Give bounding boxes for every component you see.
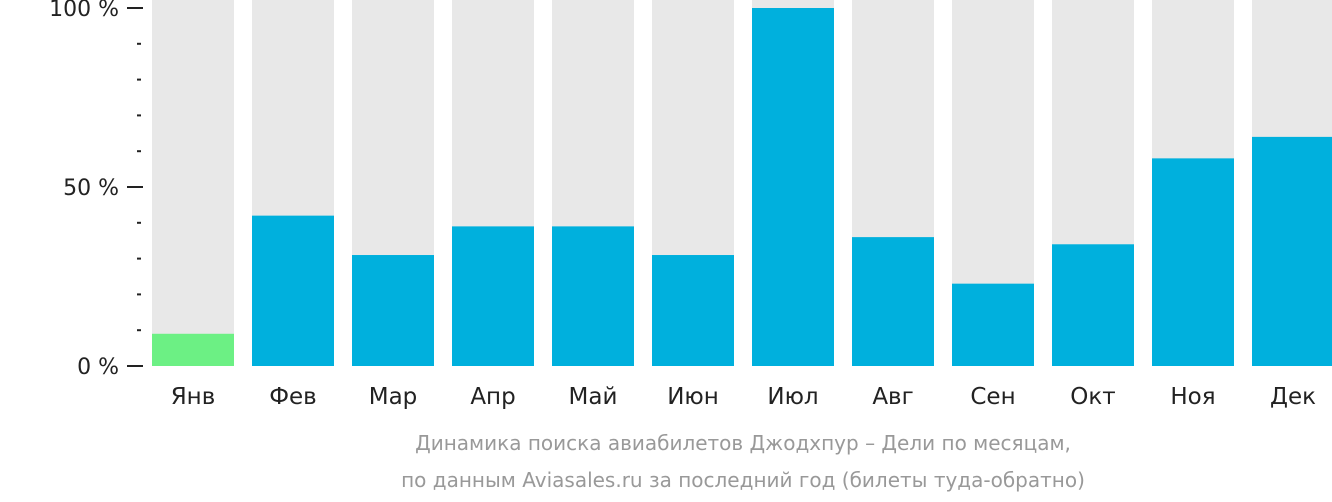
- x-category-label: Фев: [269, 384, 317, 410]
- bar-group: [652, 0, 734, 366]
- y-tick-label: 50 %: [63, 176, 119, 201]
- bar-group: [352, 0, 434, 366]
- y-axis: 100 % 50 % 0 %: [49, 0, 143, 380]
- x-category-label: Дек: [1270, 384, 1316, 410]
- x-category-label: Июн: [667, 384, 719, 410]
- bar-group: [552, 0, 634, 366]
- bar-group: [252, 0, 334, 366]
- bar: [252, 215, 334, 366]
- bar-group: [952, 0, 1034, 366]
- y-tick-label: 100 %: [49, 0, 119, 22]
- x-category-label: Апр: [470, 384, 515, 410]
- x-category-label: Июл: [767, 384, 818, 410]
- chart-caption-line-1: Динамика поиска авиабилетов Джодхпур – Д…: [415, 431, 1071, 455]
- x-category-label: Мар: [369, 384, 418, 410]
- x-category-label: Май: [569, 384, 618, 410]
- bar: [1252, 136, 1332, 366]
- x-category-label: Авг: [872, 384, 913, 410]
- bar: [1152, 158, 1234, 366]
- bar: [852, 237, 934, 366]
- bar: [352, 255, 434, 366]
- bar-group: [1052, 0, 1134, 366]
- bar: [752, 8, 834, 366]
- bar: [952, 283, 1034, 366]
- x-category-label: Сен: [970, 384, 1015, 410]
- bar-group: [852, 0, 934, 366]
- bar: [152, 333, 234, 366]
- bar-group: [1252, 0, 1332, 366]
- bar-group: [1152, 0, 1234, 366]
- bar-group: [152, 0, 234, 366]
- bar-background: [152, 0, 234, 366]
- y-tick-label: 0 %: [77, 355, 119, 380]
- bar-group: [752, 0, 834, 366]
- x-category-label: Янв: [171, 384, 216, 410]
- x-category-label: Окт: [1070, 384, 1115, 410]
- category-labels: Янв Фев Мар Апр Май Июн Июл Авг Сен Окт Ноя Дек: [171, 384, 1316, 410]
- bar-group: [452, 0, 534, 366]
- bars: [152, 0, 1332, 366]
- bar: [552, 226, 634, 366]
- chart-caption-line-2: по данным Aviasales.ru за последний год …: [401, 468, 1085, 492]
- bar: [1052, 244, 1134, 366]
- bar: [652, 255, 734, 366]
- x-category-label: Ноя: [1170, 384, 1215, 410]
- bar: [452, 226, 534, 366]
